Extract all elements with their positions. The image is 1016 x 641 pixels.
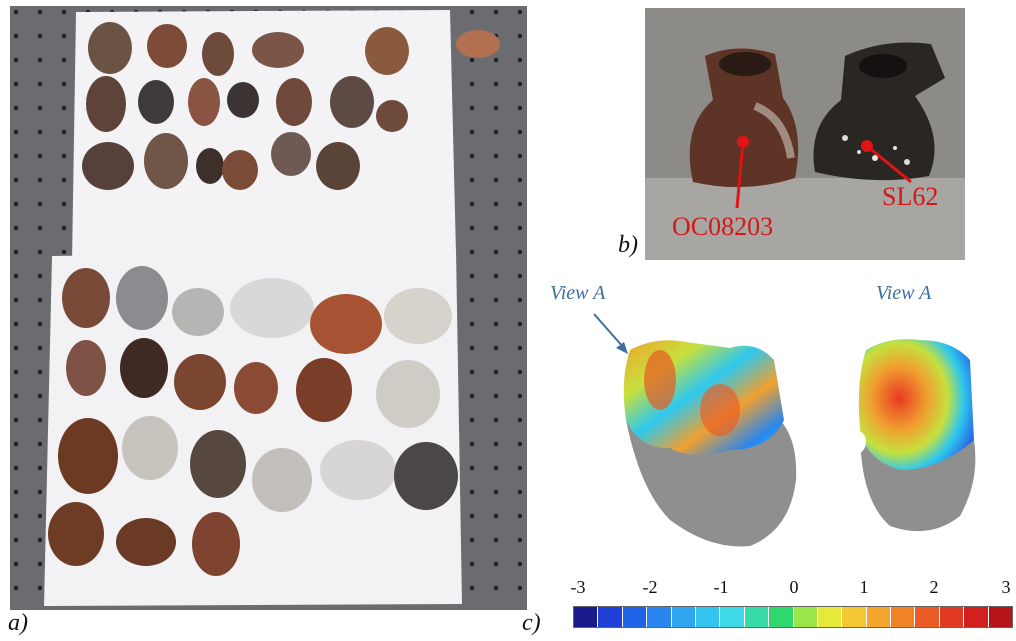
color-scale-cell bbox=[671, 607, 696, 627]
samples-photo bbox=[645, 8, 965, 260]
color-scale-cell bbox=[891, 607, 916, 627]
color-scale-cell bbox=[574, 607, 599, 627]
sample-label-left: OC08203 bbox=[672, 212, 774, 241]
color-scale-cell bbox=[793, 607, 818, 627]
paper-sheet-top bbox=[72, 10, 456, 262]
pointer-dot-right bbox=[861, 140, 873, 152]
fragment-group-top bbox=[82, 22, 500, 190]
color-scale-cell bbox=[622, 607, 648, 627]
view-label-right: View A bbox=[876, 282, 932, 304]
color-scale-cell bbox=[964, 607, 989, 627]
pointer-line-left bbox=[735, 141, 745, 209]
scale-tick: -2 bbox=[642, 577, 658, 597]
view-arrow-line bbox=[593, 313, 625, 349]
scale-tick: -3 bbox=[570, 577, 586, 597]
color-scale-cell bbox=[695, 607, 721, 627]
view-arrow-head bbox=[616, 342, 628, 354]
scale-tick: 1 bbox=[859, 577, 869, 597]
fragment-group-bottom bbox=[48, 266, 458, 576]
sample-label-right: SL62 bbox=[882, 182, 939, 211]
pointer-line-right bbox=[866, 144, 912, 184]
sample-right-shape bbox=[813, 42, 945, 181]
deviation-maps bbox=[593, 313, 976, 547]
color-scale-cell bbox=[647, 607, 672, 627]
color-scale-cell bbox=[866, 607, 892, 627]
panel-label-b: b) bbox=[618, 232, 638, 258]
scale-tick: 0 bbox=[789, 577, 799, 597]
mesh-right-colormap bbox=[858, 339, 974, 470]
fragments-photo bbox=[10, 6, 527, 610]
color-scale-bar bbox=[573, 606, 1013, 628]
color-scale-cell bbox=[988, 607, 1013, 627]
mesh-left-base bbox=[626, 420, 797, 547]
color-scale-cell bbox=[915, 607, 940, 627]
color-scale-cell bbox=[769, 607, 794, 627]
fragments-photo-drawing bbox=[10, 6, 527, 610]
panel-label-a: a) bbox=[8, 610, 28, 636]
color-scale-cell bbox=[744, 607, 770, 627]
view-label-left: View A bbox=[550, 282, 606, 304]
sample-left-shape bbox=[689, 48, 799, 188]
samples-photo-drawing bbox=[645, 8, 965, 260]
panel-label-c: c) bbox=[522, 610, 541, 636]
mesh-right-hole bbox=[846, 430, 866, 454]
color-scale-cell bbox=[817, 607, 843, 627]
color-scale-cell bbox=[720, 607, 745, 627]
color-scale-cell bbox=[598, 607, 623, 627]
color-scale-cell bbox=[842, 607, 867, 627]
scale-tick: 3 bbox=[1001, 577, 1011, 597]
pointer-dot-left bbox=[737, 136, 749, 148]
scale-tick: -1 bbox=[713, 577, 729, 597]
scale-tick: 2 bbox=[929, 577, 939, 597]
color-scale-cell bbox=[939, 607, 965, 627]
